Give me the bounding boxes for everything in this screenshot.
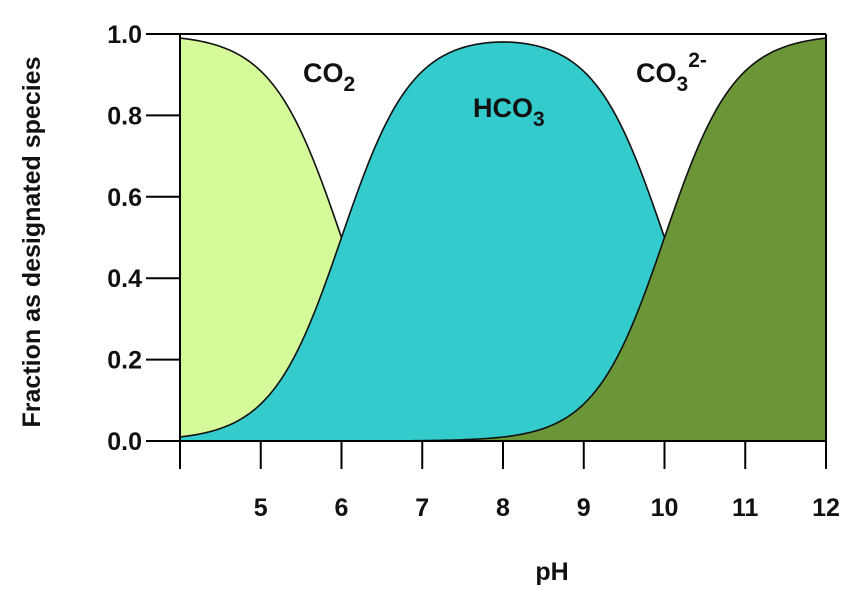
x-tick-label: 5 <box>254 494 268 522</box>
species-labels: CO2 HCO3 CO32- <box>303 49 707 131</box>
y-tick-label: 0.8 <box>107 102 142 130</box>
y-axis-title: Fraction as designated species <box>18 57 46 428</box>
species-label: HCO3 <box>473 93 545 131</box>
y-tick-label: 0.0 <box>107 428 142 456</box>
x-tick-label: 7 <box>415 494 429 522</box>
y-ticks: 0.0 0.2 0.4 0.6 0.8 1.0 <box>107 21 180 456</box>
x-axis-title: pH <box>535 558 568 586</box>
y-tick-label: 0.4 <box>107 265 142 293</box>
y-tick-label: 0.2 <box>107 347 142 375</box>
x-tick-label: 11 <box>732 494 759 522</box>
x-ticks: 5 6 7 8 9 10 11 12 <box>179 441 840 522</box>
x-tick-label: 6 <box>335 494 349 522</box>
x-tick-label: 12 <box>812 494 840 522</box>
y-tick-label: 1.0 <box>107 21 142 49</box>
species-label: CO2 <box>303 58 355 96</box>
species-label: CO32- <box>636 49 707 96</box>
x-tick-label: 8 <box>496 494 510 522</box>
x-tick-label: 9 <box>577 494 591 522</box>
x-tick-label: 10 <box>651 494 679 522</box>
y-tick-label: 0.6 <box>107 184 142 212</box>
